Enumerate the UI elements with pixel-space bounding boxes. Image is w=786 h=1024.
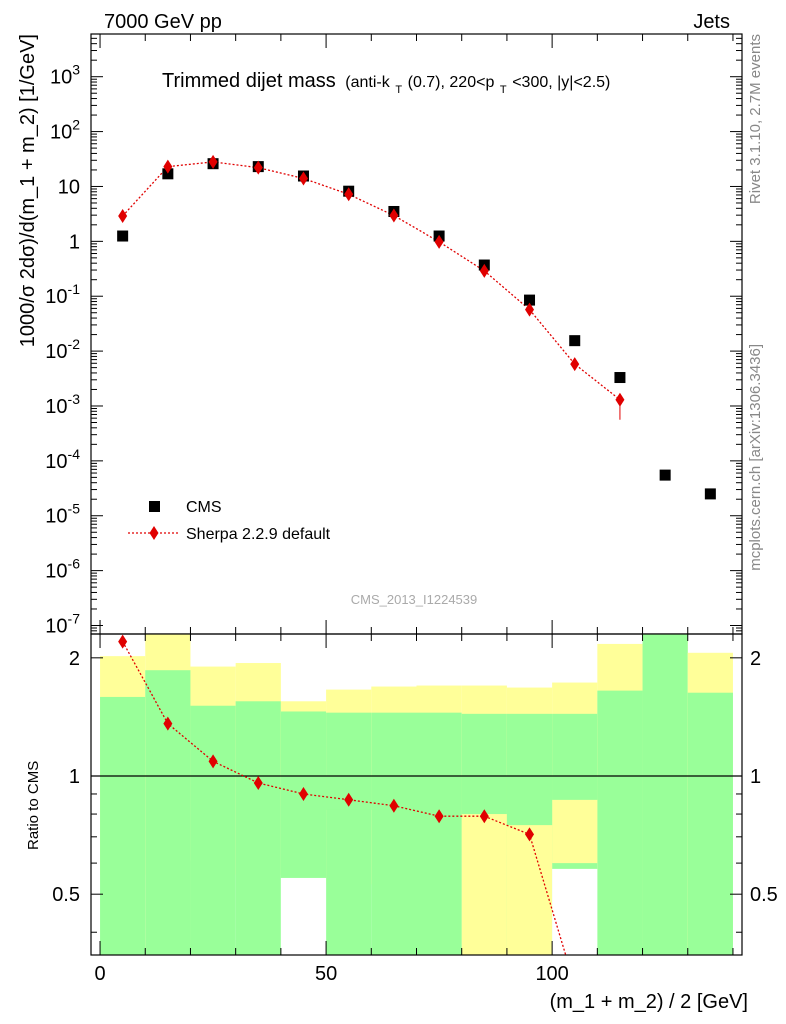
sherpa-point: [570, 357, 580, 372]
ratio-band-inner: [461, 776, 507, 815]
sherpa-point: [434, 234, 444, 249]
ratio-sherpa-point: [163, 716, 173, 731]
legend-cms-marker: [149, 501, 160, 512]
x-tick-label: 100: [535, 963, 568, 985]
ratio-ylabel: Ratio to CMS: [25, 761, 42, 850]
sherpa-point: [479, 263, 489, 278]
ratio-sherpa-point: [298, 786, 308, 801]
watermark: CMS_2013_I1224539: [351, 592, 478, 607]
main-y-tick-label: 102: [50, 117, 80, 144]
ratio-y-tick-label-right: 2: [750, 648, 761, 670]
ratio-y-tick-label-right: 1: [750, 766, 761, 788]
ratio-sherpa-point: [208, 754, 218, 769]
main-frame: [90, 33, 743, 635]
ratio-band-inner: [552, 776, 598, 800]
ratio-sherpa-line: [122, 641, 567, 956]
cms-point: [659, 469, 671, 481]
ratio-band-empty: [552, 868, 598, 955]
ratio-sherpa-point: [389, 798, 399, 813]
cms-point: [524, 294, 536, 306]
chart-title-main: Trimmed dijet mass: [162, 70, 336, 92]
ratio-y-tick-label: 2: [69, 648, 80, 670]
main-y-tick-label: 1: [69, 231, 80, 253]
chart-subtitle-3: (0.7), 220<p: [408, 74, 495, 91]
ratio-band-inner: [235, 701, 281, 955]
ratio-band-outer: [552, 799, 598, 864]
ratio-band-inner: [190, 705, 236, 955]
ratio-band-outer: [461, 809, 507, 955]
main-plot-area: 10-7 10-6 10-5 10-4 10-3 10-2 10-1 1 10 102 103: [45, 33, 743, 637]
main-y-tick-label: 10-1: [45, 281, 80, 308]
header-right: Jets: [693, 11, 730, 33]
x-tick-label: 50: [315, 963, 337, 985]
main-y-tick-label: 10-6: [45, 556, 80, 583]
sherpa-point: [118, 208, 128, 223]
chart-subtitle-1: (anti-k: [345, 74, 390, 91]
main-y-tick-label: 10-2: [45, 336, 80, 363]
cms-point: [614, 372, 626, 384]
main-y-tick-label: 10-7: [45, 610, 80, 637]
x-axis-label: (m_1 + m_2) / 2 [GeV]: [550, 991, 748, 1013]
ratio-band-inner: [506, 776, 553, 826]
sherpa-point: [389, 208, 399, 223]
ratio-plot-area: 0.5 0.5 1 1 2 2 0 50 100: [52, 633, 778, 985]
chart-subtitle-2: T: [395, 84, 402, 96]
ratio-band-outer: [506, 825, 553, 955]
ratio-sherpa-point: [344, 792, 354, 807]
ratio-band-empty: [280, 877, 327, 955]
legend: CMS Sherpa 2.2.9 default: [128, 499, 331, 543]
main-y-tick-label: 10-3: [45, 391, 80, 418]
ratio-band-inner: [371, 712, 417, 955]
sherpa-point: [163, 159, 173, 174]
ratio-sherpa-point: [434, 809, 444, 824]
header-left: 7000 GeV pp: [104, 11, 222, 33]
sherpa-point: [208, 154, 218, 169]
ratio-band-inner: [326, 712, 372, 955]
ratio-sherpa-point: [253, 775, 263, 790]
ratio-sherpa-point: [479, 809, 489, 824]
legend-cms-label: CMS: [186, 499, 222, 516]
ratio-y-tick-label-right: 0.5: [750, 884, 778, 906]
main-ylabel: 1000/σ 2dσ)/d(m_1 + m_2) [1/GeV]: [17, 34, 39, 347]
chart-subtitle-5: <300, |y|<2.5): [512, 74, 610, 91]
rivet-label: Rivet 3.1.10, 2.7M events: [747, 34, 764, 204]
chart-title: Trimmed dijet mass (anti-k T (0.7), 220<…: [162, 70, 610, 98]
main-y-tick-label: 10-4: [45, 446, 80, 473]
sherpa-point: [525, 302, 535, 317]
cms-point: [162, 168, 174, 180]
cms-point: [704, 488, 716, 500]
sherpa-point: [615, 392, 625, 407]
ratio-sherpa-point: [118, 634, 128, 649]
ratio-band-inner: [416, 776, 462, 815]
sherpa-point: [298, 171, 308, 186]
chart-subtitle-4: T: [500, 84, 507, 96]
main-y-tick-label: 103: [50, 62, 80, 89]
ratio-band-inner: [597, 690, 643, 955]
legend-sherpa-label: Sherpa 2.2.9 default: [186, 526, 331, 543]
legend-sherpa-marker: [149, 526, 159, 540]
ratio-band-inner: [145, 670, 191, 955]
ratio-band-inner: [687, 692, 733, 955]
ratio-y-tick-label: 1: [69, 766, 80, 788]
cms-point: [569, 335, 581, 347]
main-y-tick-label: 10: [58, 176, 80, 198]
ratio-band-inner: [642, 634, 688, 955]
ratio-y-tick-label: 0.5: [52, 884, 80, 906]
ratio-sherpa-point: [525, 827, 535, 842]
sherpa-line: [122, 161, 621, 401]
ratio-band-inner: [416, 712, 462, 955]
x-tick-label: 0: [94, 963, 105, 985]
main-y-tick-label: 10-5: [45, 501, 80, 528]
mcplots-label: mcplots.cern.ch [arXiv:1306.3436]: [747, 344, 764, 571]
sherpa-point: [253, 160, 263, 175]
ratio-band-inner: [100, 696, 146, 955]
sherpa-point: [344, 187, 354, 202]
cms-point: [117, 230, 129, 242]
